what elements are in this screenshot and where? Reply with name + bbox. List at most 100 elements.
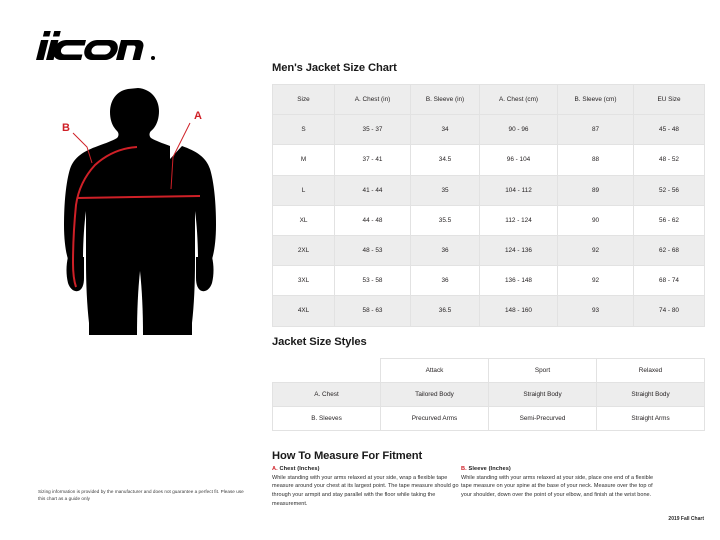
cell-sleeve-in: 34 (410, 114, 480, 146)
column-header: Size (272, 83, 335, 116)
leader-line-b (72, 132, 93, 164)
column-header: EU Size (633, 83, 705, 116)
cell-sleeve-cm: 92 (557, 234, 634, 267)
cell-sleeve-in: 36.5 (410, 295, 480, 327)
cell-size: L (272, 174, 335, 206)
how-to-body-b: While standing with your arms relaxed at… (461, 474, 654, 499)
row-header-chest: A. Chest (272, 382, 381, 407)
size-chart-table: Size A. Chest (in) B. Sleeve (in) A. Che… (272, 83, 705, 327)
how-to-measure-sleeve: B. Sleeve (Inches) While standing with y… (461, 466, 657, 500)
chest-measure-line (76, 195, 201, 199)
cell-sleeve-in: 36 (410, 265, 480, 297)
cell-eu-size: 48 - 52 (633, 144, 705, 176)
cell-sleeve-cm: 93 (557, 295, 634, 327)
cell-sleeve-cm: 90 (557, 204, 634, 236)
marker-label-b: B (62, 122, 70, 134)
corner-cell (273, 359, 381, 383)
row-header-sleeves: B. Sleeves (272, 406, 381, 431)
column-header-attack: Attack (380, 358, 489, 383)
measurement-figure: A B (40, 85, 240, 335)
size-styles-table: Attack Sport Relaxed A. Chest Tailored B… (272, 358, 705, 431)
table-row: M 37 - 41 34.5 96 - 104 88 48 - 52 (272, 144, 705, 176)
table-row: A. Chest Tailored Body Straight Body Str… (272, 382, 705, 407)
icon-wordmark-logo (30, 28, 160, 68)
cell-size: 2XL (272, 234, 335, 267)
cell-sport: Straight Body (488, 382, 597, 407)
cell-sleeve-cm: 88 (557, 144, 634, 176)
cell-eu-size: 52 - 56 (633, 174, 705, 206)
right-panel: Men's Jacket Size Chart Size A. Chest (i… (256, 0, 720, 540)
table-header-row: Size A. Chest (in) B. Sleeve (in) A. Che… (272, 83, 705, 116)
marker-b-label: B. (461, 466, 467, 472)
cell-attack: Precurved Arms (380, 406, 489, 431)
cell-sport: Semi-Precurved (488, 406, 597, 431)
cell-chest-cm: 104 - 112 (479, 174, 558, 206)
cell-chest-cm: 148 - 160 (479, 295, 558, 327)
how-to-body-a: While standing with your arms relaxed at… (272, 474, 459, 508)
body-silhouette (64, 88, 216, 335)
cell-sleeve-in: 36 (410, 234, 480, 267)
how-to-measure-title: How To Measure For Fitment (272, 450, 423, 462)
column-header: B. Sleeve (cm) (557, 83, 634, 116)
heading-text-b: Sleeve (Inches) (468, 466, 511, 472)
cell-sleeve-cm: 87 (557, 114, 634, 146)
disclaimer-text: Sizing information is provided by the ma… (38, 489, 244, 502)
leader-line-a (170, 122, 191, 190)
cell-sleeve-in: 35.5 (410, 204, 480, 236)
cell-eu-size: 68 - 74 (633, 265, 705, 297)
cell-relaxed: Straight Arms (596, 406, 705, 431)
cell-sleeve-cm: 92 (557, 265, 634, 297)
table-row: S 35 - 37 34 90 - 96 87 45 - 48 (272, 114, 705, 146)
cell-chest-cm: 136 - 148 (479, 265, 558, 297)
cell-sleeve-cm: 89 (557, 174, 634, 206)
cell-sleeve-in: 34.5 (410, 144, 480, 176)
cell-chest-in: 48 - 53 (334, 234, 411, 267)
cell-eu-size: 62 - 68 (633, 234, 705, 267)
column-header: A. Chest (cm) (479, 83, 558, 116)
footer-chart-season: 2019 Fall Chart (668, 516, 704, 522)
heading-text-a: Chest (Inches) (279, 466, 320, 472)
cell-eu-size: 45 - 48 (633, 114, 705, 146)
table-row: 4XL 58 - 63 36.5 148 - 160 93 74 - 80 (272, 295, 705, 327)
size-styles-title: Jacket Size Styles (272, 336, 367, 348)
table-row: B. Sleeves Precurved Arms Semi-Precurved… (272, 406, 705, 431)
marker-a-label: A. (272, 466, 278, 472)
cell-chest-in: 44 - 48 (334, 204, 411, 236)
cell-size: S (272, 114, 335, 146)
column-header-relaxed: Relaxed (596, 358, 705, 383)
table-row: 3XL 53 - 58 36 136 - 148 92 68 - 74 (272, 265, 705, 297)
cell-size: 4XL (272, 295, 335, 327)
cell-eu-size: 74 - 80 (633, 295, 705, 327)
marker-label-a: A (194, 110, 202, 122)
cell-size: XL (272, 204, 335, 236)
styles-header-row: Attack Sport Relaxed (273, 358, 705, 383)
left-panel: A B Sizing information is provided by th… (0, 0, 256, 540)
size-chart-title: Men's Jacket Size Chart (272, 62, 397, 74)
cell-chest-cm: 112 - 124 (479, 204, 558, 236)
sleeve-measure-line (71, 146, 138, 288)
cell-sleeve-in: 35 (410, 174, 480, 206)
cell-eu-size: 56 - 62 (633, 204, 705, 236)
cell-chest-cm: 124 - 136 (479, 234, 558, 267)
column-header: B. Sleeve (in) (410, 83, 480, 116)
how-to-measure-chest: A. Chest (Inches) While standing with yo… (272, 466, 468, 509)
cell-size: 3XL (272, 265, 335, 297)
cell-attack: Tailored Body (380, 382, 489, 407)
column-header: A. Chest (in) (334, 83, 411, 116)
table-row: XL 44 - 48 35.5 112 - 124 90 56 - 62 (272, 204, 705, 236)
column-header-sport: Sport (488, 358, 597, 383)
how-to-heading-a: A. Chest (Inches) (272, 466, 468, 472)
table-row: 2XL 48 - 53 36 124 - 136 92 62 - 68 (272, 234, 705, 267)
cell-chest-in: 37 - 41 (334, 144, 411, 176)
cell-chest-cm: 90 - 96 (479, 114, 558, 146)
cell-chest-in: 58 - 63 (334, 295, 411, 327)
table-row: L 41 - 44 35 104 - 112 89 52 - 56 (272, 174, 705, 206)
cell-chest-in: 35 - 37 (334, 114, 411, 146)
cell-chest-in: 53 - 58 (334, 265, 411, 297)
cell-chest-in: 41 - 44 (334, 174, 411, 206)
how-to-heading-b: B. Sleeve (Inches) (461, 466, 657, 472)
cell-chest-cm: 96 - 104 (479, 144, 558, 176)
cell-size: M (272, 144, 335, 176)
cell-relaxed: Straight Body (596, 382, 705, 407)
